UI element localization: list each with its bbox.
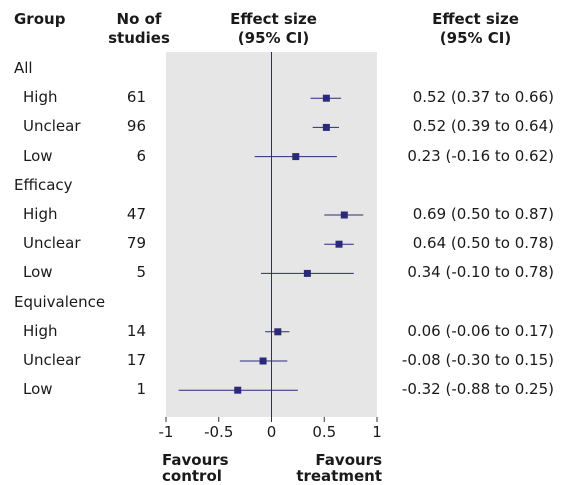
favours-treatment-label: Favours treatment (270, 452, 382, 484)
row-ci-text-all-unclear: 0.52 (0.39 to 0.64) (412, 117, 554, 136)
studies-column-header: No of studies (104, 10, 174, 48)
x-tick-label-3: 0.5 (312, 423, 336, 441)
row-label-all-low: Low (23, 146, 53, 165)
x-tick-label-0: -1 (159, 423, 174, 441)
row-label-all-high: High (23, 88, 58, 107)
row-label-efficacy-unclear: Unclear (23, 234, 81, 253)
row-ci-text-all-low: 0.23 (-0.16 to 0.62) (407, 146, 554, 165)
group-header-text: Group (14, 10, 66, 28)
row-studies-equivalence-high: 14 (126, 321, 146, 340)
point-estimate-all-low (292, 153, 300, 161)
studies-header-line2: studies (108, 29, 170, 47)
point-estimate-equivalence-unclear (259, 357, 267, 365)
row-label-equivalence-unclear: Unclear (23, 351, 81, 369)
row-studies-efficacy-low: 5 (136, 263, 146, 282)
point-estimate-efficacy-unclear (335, 240, 343, 248)
effect-size-plot-header-line1: Effect size (230, 10, 317, 28)
point-estimate-equivalence-high (274, 328, 282, 336)
row-label-equivalence-high: High (23, 321, 58, 340)
favours-control-label: Favours control (162, 452, 229, 484)
favours-control-line1: Favours (162, 451, 229, 469)
row-ci-text-efficacy-low: 0.34 (-0.10 to 0.78) (407, 263, 554, 282)
x-tick-label-4: 1 (372, 423, 382, 441)
effect-size-plot-header: Effect size (95% CI) (211, 10, 336, 48)
row-studies-efficacy-high: 47 (126, 205, 146, 223)
row-studies-equivalence-unclear: 17 (126, 351, 146, 369)
point-estimate-all-unclear (322, 123, 330, 131)
effect-size-values-header: Effect size (95% CI) (413, 10, 538, 48)
row-ci-text-all-high: 0.52 (0.37 to 0.66) (412, 88, 554, 107)
row-studies-all-high: 61 (126, 88, 146, 107)
group-label-equivalence: Equivalence (14, 292, 106, 311)
row-ci-text-efficacy-high: 0.69 (0.50 to 0.87) (412, 205, 554, 223)
row-label-efficacy-low: Low (23, 263, 53, 282)
row-studies-all-unclear: 96 (126, 117, 146, 136)
favours-control-line2: control (162, 467, 222, 485)
point-estimate-efficacy-low (303, 269, 311, 277)
row-studies-equivalence-low: 1 (136, 380, 146, 399)
favours-treatment-line2: treatment (296, 467, 382, 485)
group-label-all: All (14, 59, 33, 77)
row-ci-text-equivalence-unclear: -0.08 (-0.30 to 0.15) (401, 351, 554, 369)
effect-size-plot-header-line2: (95% CI) (237, 29, 310, 47)
row-ci-text-equivalence-high: 0.06 (-0.06 to 0.17) (407, 321, 554, 340)
effect-size-values-header-line2: (95% CI) (439, 29, 512, 47)
row-label-equivalence-low: Low (23, 380, 53, 399)
row-ci-text-equivalence-low: -0.32 (-0.88 to 0.25) (401, 380, 554, 399)
row-label-efficacy-high: High (23, 205, 58, 223)
favours-treatment-line1: Favours (315, 451, 382, 469)
row-ci-text-efficacy-unclear: 0.64 (0.50 to 0.78) (412, 234, 554, 253)
x-tick-label-1: -0.5 (204, 423, 233, 441)
effect-size-values-header-line1: Effect size (432, 10, 519, 28)
group-column-header: Group (14, 10, 65, 29)
point-estimate-all-high (322, 94, 330, 102)
row-label-all-unclear: Unclear (23, 117, 81, 136)
x-tick-label-2: 0 (267, 423, 277, 441)
studies-header-line1: No of (116, 10, 162, 28)
row-studies-efficacy-unclear: 79 (126, 234, 146, 253)
group-label-efficacy: Efficacy (14, 175, 73, 194)
point-estimate-efficacy-high (340, 211, 348, 219)
row-studies-all-low: 6 (136, 146, 146, 165)
point-estimate-equivalence-low (234, 386, 242, 394)
